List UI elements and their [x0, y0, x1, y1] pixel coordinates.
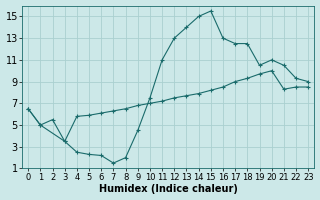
X-axis label: Humidex (Indice chaleur): Humidex (Indice chaleur): [99, 184, 238, 194]
